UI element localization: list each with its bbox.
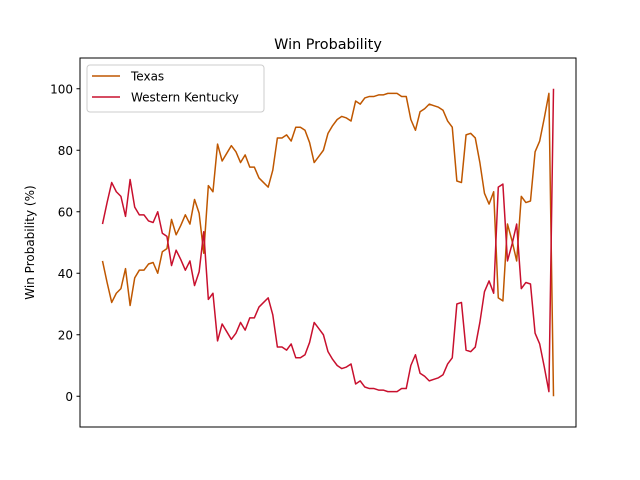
series-line-texas bbox=[101, 92, 555, 397]
y-axis-label: Win Probability (%) bbox=[23, 185, 37, 299]
y-tick-label: 80 bbox=[58, 144, 73, 158]
y-axis-ticks: 0 20 40 60 80 100 bbox=[50, 82, 80, 404]
legend-label-texas: Texas bbox=[130, 70, 164, 84]
series-line-western-kentucky bbox=[101, 88, 555, 393]
series-layer bbox=[101, 88, 555, 397]
y-tick-label: 100 bbox=[50, 82, 73, 96]
legend-box bbox=[86, 64, 265, 113]
y-tick-label: 40 bbox=[58, 267, 73, 281]
chart-title: Win Probability bbox=[274, 37, 382, 53]
legend: Texas Western Kentucky bbox=[86, 64, 265, 113]
plot-frame bbox=[79, 57, 577, 428]
legend-label-western-kentucky: Western Kentucky bbox=[131, 91, 239, 105]
y-tick-label: 0 bbox=[65, 390, 73, 404]
y-tick-label: 60 bbox=[58, 205, 73, 219]
y-tick-label: 20 bbox=[58, 328, 73, 342]
